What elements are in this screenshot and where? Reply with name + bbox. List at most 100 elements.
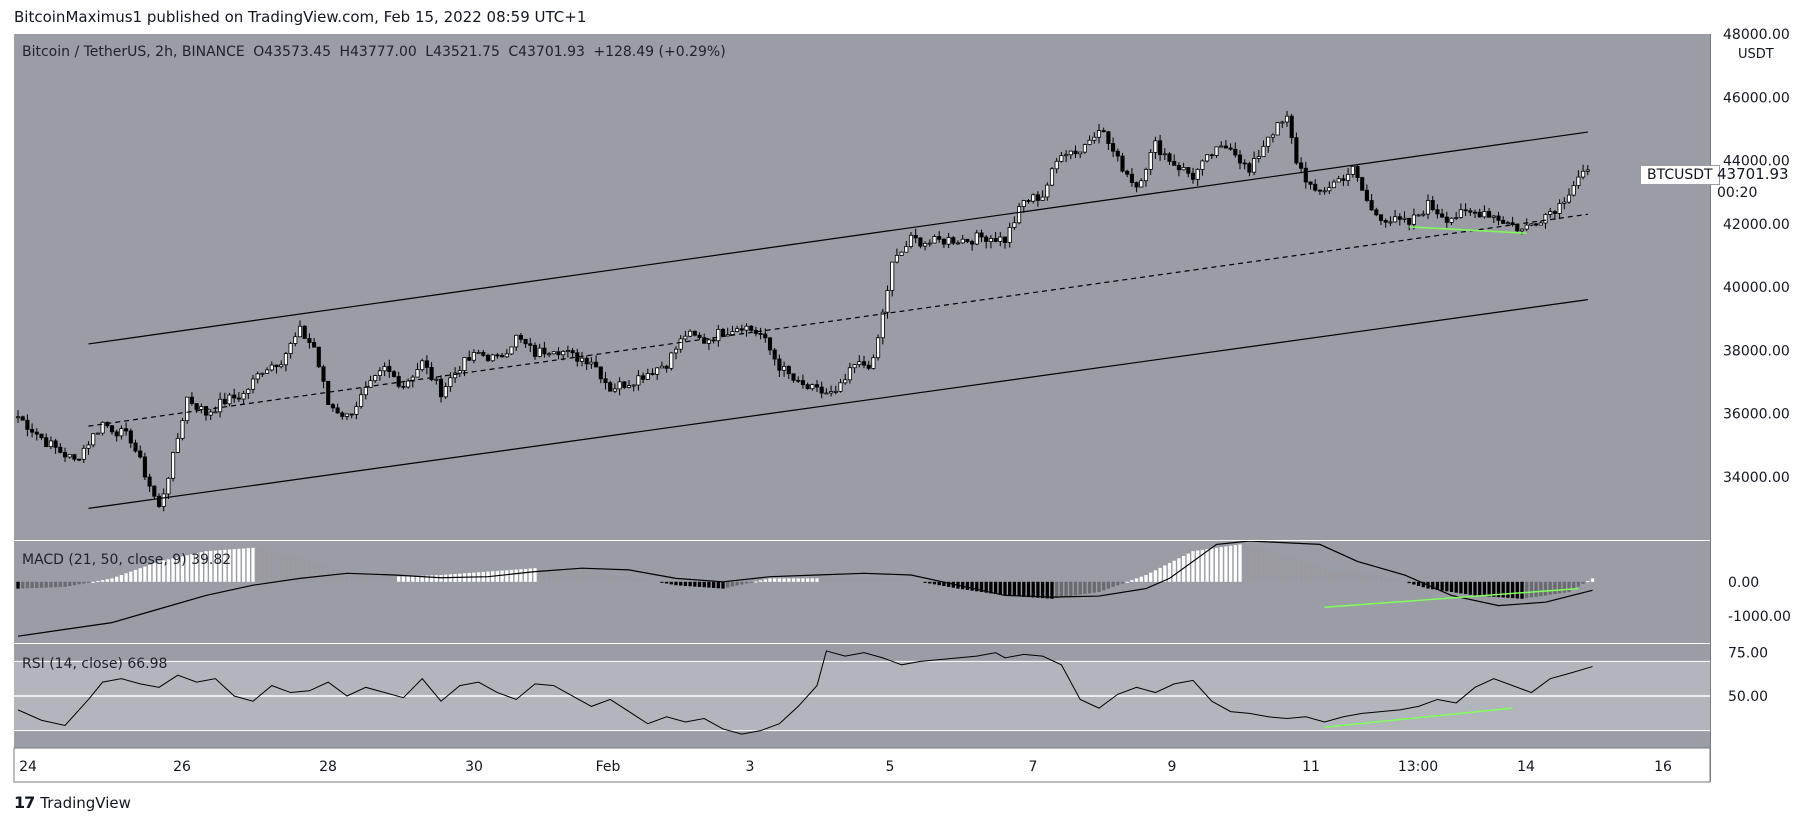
candle-body-332: [1576, 176, 1581, 186]
macd-bar-150: [721, 581, 725, 589]
candle-body-282: [1341, 178, 1346, 181]
macd-bar-34: [176, 557, 180, 582]
macd-bar-255: [1214, 547, 1219, 582]
candle-body-97: [471, 352, 476, 361]
author-name[interactable]: BitcoinMaximus1: [14, 8, 143, 26]
macd-bar-55: [274, 552, 279, 582]
candle-body-264: [1256, 156, 1261, 159]
macd-bar-304: [1445, 581, 1449, 592]
candle-body-27: [142, 456, 147, 478]
candle-body-106: [514, 334, 519, 348]
macd-bar-302: [1435, 581, 1440, 590]
candle-body-330: [1566, 194, 1572, 203]
candle-body-312: [1482, 211, 1487, 218]
candle-body-49: [246, 388, 251, 394]
candle-body-47: [236, 397, 241, 400]
macd-bar-325: [1543, 581, 1548, 596]
macd-bar-72: [354, 572, 359, 582]
candle-body-5: [39, 433, 44, 439]
candle-body-81: [396, 376, 401, 387]
candle-body-194: [927, 242, 932, 245]
candle-body-253: [1205, 154, 1210, 162]
time-tick-label-7: 7: [1029, 759, 1038, 775]
macd-legend: MACD (21, 50, close, 9) 39.82: [22, 552, 231, 568]
candle-body-266: [1266, 136, 1271, 147]
candle-body-201: [960, 238, 965, 244]
candle-body-223: [1064, 154, 1069, 157]
macd-bar-195: [932, 581, 937, 585]
candle-body-102: [495, 354, 500, 357]
macd-bar-217: [1036, 581, 1040, 598]
price-axis[interactable]: 48000.00 46000.00 44000.00 42000.00 40000.00…: [1723, 27, 1791, 705]
candle-body-172: [824, 392, 829, 395]
macd-bar-275: [1308, 563, 1313, 582]
macd-bar-69: [340, 570, 344, 582]
macd-bar-188: [899, 579, 904, 582]
candle-body-334: [1585, 169, 1590, 172]
macd-bar-136: [655, 581, 659, 583]
macd-bar-128: [617, 575, 622, 582]
macd-bar-230: [1097, 581, 1101, 592]
publish-info: published on TradingView.com, Feb 15, 20…: [146, 8, 587, 26]
candle-body-288: [1369, 200, 1374, 211]
macd-label[interactable]: MACD (21, 50, close, 9): [22, 552, 187, 568]
macd-bar-274: [1304, 561, 1308, 582]
candle-body-0: [15, 416, 21, 419]
candle-body-245: [1167, 153, 1172, 162]
rsi-tick-label-1: 50.00: [1728, 689, 1768, 705]
macd-bar-234: [1116, 581, 1120, 586]
candle-body-121: [584, 357, 589, 365]
candle-body-55: [274, 364, 279, 368]
macd-bar-258: [1228, 545, 1233, 582]
candle-body-255: [1214, 146, 1219, 156]
candle-body-250: [1190, 172, 1196, 180]
macd-bar-46: [232, 549, 236, 582]
candle-body-279: [1327, 187, 1332, 192]
chart-canvas[interactable]: 48000.00 46000.00 44000.00 42000.00 40000.00…: [0, 0, 1813, 790]
candle-body-257: [1223, 145, 1228, 149]
macd-bar-324: [1539, 581, 1543, 597]
macd-bar-330: [1567, 581, 1571, 592]
candle-body-242: [1153, 140, 1158, 153]
candle-body-76: [373, 375, 378, 382]
high-value: H43777.00: [339, 44, 417, 60]
time-axis[interactable]: 24 26 28 30 Feb 3 5 7 9 11 13:00 14 16: [19, 759, 1672, 775]
rsi-label[interactable]: RSI (14, close): [22, 656, 123, 672]
macd-bar-223: [1064, 581, 1068, 597]
macd-bar-310: [1473, 581, 1477, 596]
macd-bar-85: [415, 575, 420, 582]
symbol-title[interactable]: Bitcoin / TetherUS, 2h, BINANCE: [22, 44, 245, 60]
candle-body-212: [1012, 222, 1017, 228]
candle-body-260: [1237, 154, 1243, 164]
macd-bar-322: [1529, 581, 1534, 598]
candle-body-171: [819, 386, 824, 394]
candle-body-258: [1228, 147, 1233, 150]
macd-bar-25: [133, 569, 138, 582]
candle-body-146: [702, 337, 707, 344]
macd-bar-27: [143, 566, 147, 582]
macd-bar-154: [740, 581, 744, 585]
candle-body-239: [1139, 180, 1144, 188]
brand-name[interactable]: TradingView: [40, 793, 131, 812]
candle-body-68: [335, 407, 340, 414]
rsi-tick-label-0: 75.00: [1728, 646, 1768, 662]
candle-body-72: [354, 406, 359, 415]
macd-bar-103: [500, 570, 504, 582]
channel-lower-line: [88, 299, 1588, 509]
candle-body-165: [791, 373, 796, 381]
candle-body-302: [1435, 209, 1440, 215]
macd-bar-257: [1224, 546, 1228, 582]
macd-bar-211: [1008, 581, 1012, 596]
candle-body-274: [1303, 167, 1308, 183]
time-tick-label-2: 28: [319, 759, 337, 775]
candle-body-128: [617, 381, 622, 390]
candle-body-46: [232, 394, 237, 399]
bar-countdown: 00:20: [1717, 185, 1758, 201]
candle-body-16: [91, 433, 96, 446]
candle-body-195: [932, 236, 937, 244]
candle-body-290: [1378, 214, 1384, 221]
macd-bar-26: [138, 568, 142, 582]
candle-body-189: [904, 246, 909, 253]
macd-bar-193: [923, 581, 927, 583]
candle-body-2: [25, 419, 30, 430]
